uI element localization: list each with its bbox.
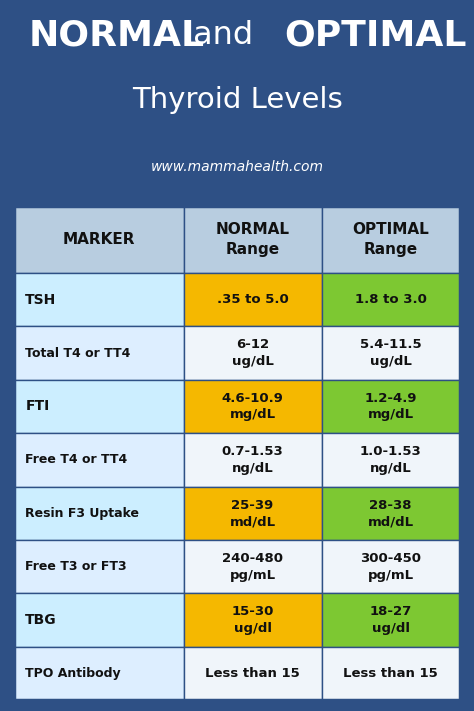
Bar xyxy=(322,380,460,433)
Text: 28-38
md/dL: 28-38 md/dL xyxy=(368,498,414,528)
Bar xyxy=(183,326,322,380)
Bar xyxy=(322,647,460,700)
Bar xyxy=(14,540,183,594)
Text: 1.2-4.9
mg/dL: 1.2-4.9 mg/dL xyxy=(365,392,417,421)
Bar xyxy=(14,647,183,700)
Text: .35 to 5.0: .35 to 5.0 xyxy=(217,293,289,306)
Bar xyxy=(183,273,322,326)
Bar xyxy=(183,206,322,273)
Text: 240-480
pg/mL: 240-480 pg/mL xyxy=(222,552,283,582)
Bar xyxy=(322,433,460,486)
Text: Less than 15: Less than 15 xyxy=(343,667,438,680)
Bar xyxy=(14,326,183,380)
Bar xyxy=(183,433,322,486)
Text: Free T3 or FT3: Free T3 or FT3 xyxy=(25,560,127,573)
Text: 1.0-1.53
ng/dL: 1.0-1.53 ng/dL xyxy=(360,445,421,475)
Text: FTI: FTI xyxy=(25,400,50,414)
Bar xyxy=(183,594,322,647)
Text: Total T4 or TT4: Total T4 or TT4 xyxy=(25,346,131,360)
Bar xyxy=(322,326,460,380)
Text: 4.6-10.9
mg/dL: 4.6-10.9 mg/dL xyxy=(222,392,283,421)
Bar xyxy=(14,380,183,433)
Text: 5.4-11.5
ug/dL: 5.4-11.5 ug/dL xyxy=(360,338,421,368)
Text: OPTIMAL
Range: OPTIMAL Range xyxy=(352,223,429,257)
Bar xyxy=(183,647,322,700)
Text: 1.8 to 3.0: 1.8 to 3.0 xyxy=(355,293,427,306)
Text: www.mammahealth.com: www.mammahealth.com xyxy=(151,160,323,174)
Text: 6-12
ug/dL: 6-12 ug/dL xyxy=(232,338,273,368)
Bar xyxy=(322,486,460,540)
Text: and: and xyxy=(182,21,263,51)
Text: 15-30
ug/dl: 15-30 ug/dl xyxy=(231,606,274,635)
Text: Resin F3 Uptake: Resin F3 Uptake xyxy=(25,507,139,520)
Text: Less than 15: Less than 15 xyxy=(205,667,300,680)
Bar xyxy=(183,540,322,594)
Bar xyxy=(183,486,322,540)
Text: TBG: TBG xyxy=(25,613,57,627)
Text: Free T4 or TT4: Free T4 or TT4 xyxy=(25,454,128,466)
Bar xyxy=(322,594,460,647)
Text: MARKER: MARKER xyxy=(63,232,135,247)
Text: TSH: TSH xyxy=(25,293,56,306)
Bar xyxy=(14,273,183,326)
Text: 0.7-1.53
ng/dL: 0.7-1.53 ng/dL xyxy=(222,445,283,475)
Bar xyxy=(322,540,460,594)
Bar xyxy=(322,206,460,273)
Text: 300-450
pg/mL: 300-450 pg/mL xyxy=(360,552,421,582)
Bar xyxy=(14,486,183,540)
Text: TPO Antibody: TPO Antibody xyxy=(25,667,121,680)
Text: 25-39
md/dL: 25-39 md/dL xyxy=(229,498,276,528)
Text: Thyroid Levels: Thyroid Levels xyxy=(132,85,342,114)
Bar xyxy=(322,273,460,326)
Text: NORMAL
Range: NORMAL Range xyxy=(216,223,290,257)
Text: OPTIMAL: OPTIMAL xyxy=(284,18,467,53)
Bar xyxy=(14,433,183,486)
Bar xyxy=(14,594,183,647)
Bar xyxy=(183,380,322,433)
Text: 18-27
ug/dl: 18-27 ug/dl xyxy=(370,606,412,635)
Bar xyxy=(14,206,183,273)
Text: NORMAL: NORMAL xyxy=(28,18,204,53)
